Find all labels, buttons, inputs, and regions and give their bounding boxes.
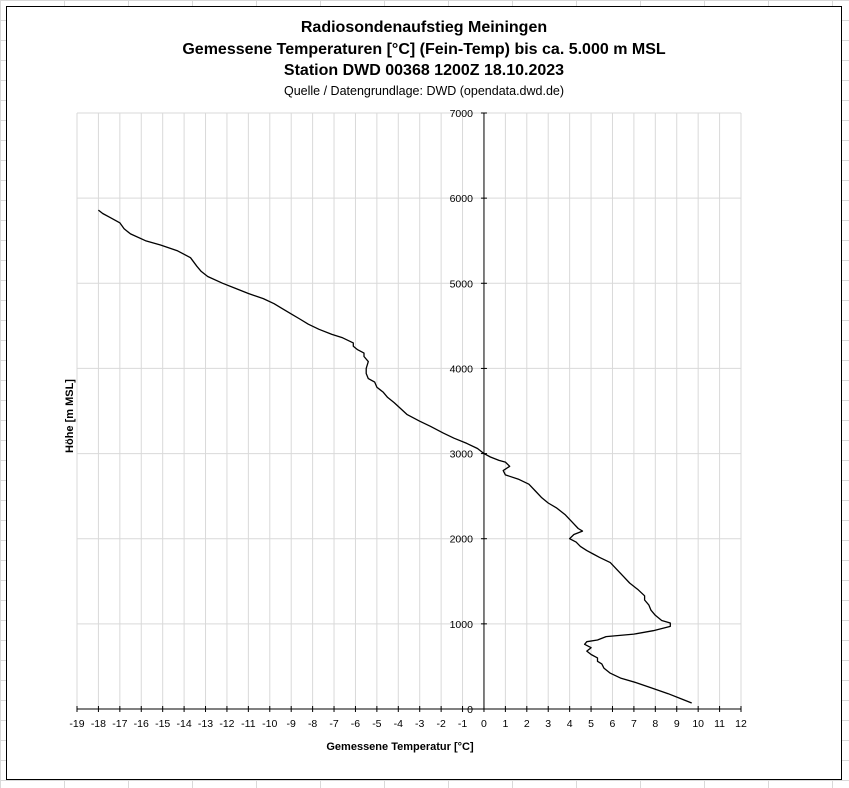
x-tick-label: -4 — [394, 718, 403, 730]
chart-title-block: Radiosondenaufstieg Meiningen Gemessene … — [7, 17, 841, 100]
x-tick-label: -7 — [329, 718, 338, 730]
x-tick-label: -16 — [134, 718, 149, 730]
x-tick-label: 7 — [631, 718, 637, 730]
x-tick-label: 12 — [735, 718, 747, 730]
x-tick-label: 3 — [545, 718, 551, 730]
x-tick-label: -10 — [262, 718, 277, 730]
y-tick-label: 1000 — [450, 619, 474, 631]
y-tick-label: 0 — [467, 704, 473, 716]
x-tick-label: -19 — [69, 718, 84, 730]
x-tick-label: 5 — [588, 718, 594, 730]
plot-svg: -19 -18 -17 -16 -15 -14 -13 -12 -11 -10 -9 -8 -7 -6 -5… — [64, 108, 747, 753]
chart-title-line-3: Station DWD 00368 1200Z 18.10.2023 — [283, 62, 565, 79]
x-tick-label: 9 — [674, 718, 680, 730]
x-tick-label: 4 — [567, 718, 573, 730]
x-tick-label: -6 — [351, 718, 360, 730]
x-tick-label: -12 — [219, 718, 234, 730]
x-tick-label: -2 — [436, 718, 445, 730]
x-axis-label: Gemessene Temperatur [°C] — [326, 741, 474, 753]
x-tick-label: -14 — [177, 718, 192, 730]
x-tick-label: -9 — [287, 718, 296, 730]
chart-title-line-1: Radiosondenaufstieg Meiningen — [300, 19, 548, 36]
chart-title-line-2: Gemessene Temperaturen [°C] (Fein-Temp) … — [182, 40, 666, 58]
x-tick-label: -8 — [308, 718, 317, 730]
y-tick-label: 3000 — [450, 449, 474, 461]
x-tick-label: -1 — [458, 718, 467, 730]
chart-subtitle: Quelle / Datengrundlage: DWD (opendata.d… — [283, 83, 565, 98]
x-tick-label: -13 — [198, 718, 213, 730]
y-tick-label: 4000 — [450, 363, 474, 375]
x-tick-label: 2 — [524, 718, 530, 730]
x-tick-label: 10 — [692, 718, 704, 730]
y-tick-label: 7000 — [450, 108, 474, 120]
y-tick-label: 6000 — [450, 193, 474, 205]
temperature-profile-line — [97, 209, 692, 704]
x-tick-label: 8 — [652, 718, 658, 730]
x-tick-label: -11 — [241, 718, 256, 730]
x-tick-label: 1 — [502, 718, 508, 730]
y-axis-label: Höhe [m MSL] — [64, 379, 76, 453]
x-tick-label: 6 — [610, 718, 616, 730]
y-tick-label: 2000 — [450, 534, 474, 546]
y-tick-label: 5000 — [450, 278, 474, 290]
chart-area[interactable]: Radiosondenaufstieg Meiningen Gemessene … — [6, 6, 842, 780]
x-tick-label: -15 — [155, 718, 170, 730]
x-tick-label: -18 — [91, 718, 106, 730]
x-tick-label: 11 — [714, 718, 725, 730]
x-tick-label: -3 — [415, 718, 424, 730]
x-tick-label: -5 — [372, 718, 381, 730]
x-tick-label: -17 — [112, 718, 127, 730]
x-tick-label: 0 — [481, 718, 487, 730]
